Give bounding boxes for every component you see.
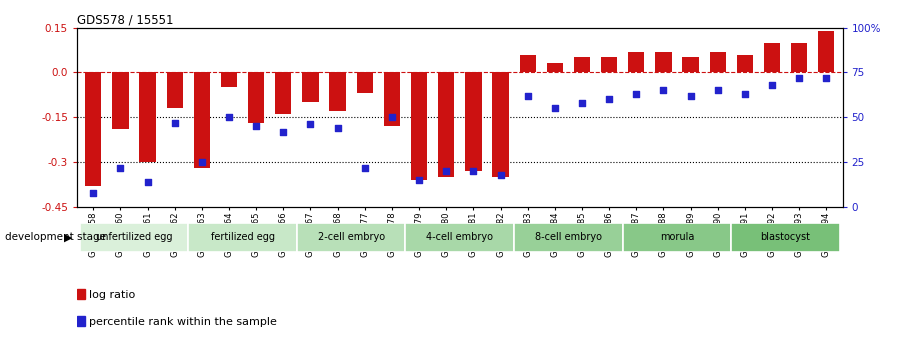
Point xyxy=(737,91,752,97)
Bar xyxy=(737,55,753,72)
Text: fertilized egg: fertilized egg xyxy=(210,232,275,242)
Point xyxy=(493,172,507,177)
Point xyxy=(358,165,372,170)
Point xyxy=(819,75,834,81)
Text: unfertilized egg: unfertilized egg xyxy=(96,232,172,242)
Point xyxy=(412,177,427,183)
Point xyxy=(574,100,589,106)
Bar xyxy=(573,58,590,72)
Bar xyxy=(709,51,726,72)
Bar xyxy=(188,223,297,252)
Bar xyxy=(655,51,671,72)
Bar xyxy=(112,72,129,129)
Bar xyxy=(384,72,400,126)
Bar xyxy=(411,72,428,180)
Text: percentile rank within the sample: percentile rank within the sample xyxy=(90,317,277,327)
Point xyxy=(222,115,236,120)
Bar xyxy=(303,72,319,102)
Bar xyxy=(492,72,508,177)
Point xyxy=(168,120,182,126)
Point xyxy=(547,106,562,111)
Bar xyxy=(764,42,780,72)
Bar xyxy=(546,63,563,72)
Bar xyxy=(357,72,373,93)
Bar xyxy=(248,72,265,123)
Bar xyxy=(622,223,731,252)
Bar xyxy=(601,58,617,72)
Bar xyxy=(167,72,183,108)
Point xyxy=(520,93,535,99)
Point xyxy=(792,75,806,81)
Bar xyxy=(297,223,406,252)
Bar xyxy=(140,72,156,162)
Bar xyxy=(818,31,834,72)
Bar xyxy=(77,289,85,299)
Point xyxy=(304,122,318,127)
Text: 8-cell embryo: 8-cell embryo xyxy=(535,232,602,242)
Point xyxy=(683,93,698,99)
Bar xyxy=(80,223,188,252)
Point xyxy=(765,82,779,88)
Bar xyxy=(465,72,481,171)
Bar xyxy=(221,72,237,87)
Bar xyxy=(194,72,210,168)
Point xyxy=(602,97,616,102)
Text: 4-cell embryo: 4-cell embryo xyxy=(427,232,493,242)
Bar xyxy=(85,72,101,186)
Bar xyxy=(275,72,292,114)
Point xyxy=(629,91,643,97)
Bar xyxy=(439,72,455,177)
Point xyxy=(249,124,264,129)
Point xyxy=(140,179,155,185)
Point xyxy=(466,168,480,174)
Bar xyxy=(77,316,85,326)
Bar xyxy=(682,58,699,72)
Point xyxy=(385,115,400,120)
Bar xyxy=(514,223,622,252)
Text: 2-cell embryo: 2-cell embryo xyxy=(318,232,385,242)
Point xyxy=(276,129,291,135)
Point xyxy=(439,168,454,174)
Point xyxy=(195,159,209,165)
Bar xyxy=(406,223,514,252)
Text: development stage: development stage xyxy=(5,232,105,242)
Bar xyxy=(731,223,840,252)
Point xyxy=(710,88,725,93)
Bar xyxy=(791,42,807,72)
Point xyxy=(113,165,128,170)
Bar xyxy=(519,55,535,72)
Text: blastocyst: blastocyst xyxy=(760,232,811,242)
Text: GDS578 / 15551: GDS578 / 15551 xyxy=(77,13,174,27)
Point xyxy=(656,88,670,93)
Text: morula: morula xyxy=(660,232,694,242)
Point xyxy=(331,125,345,131)
Bar xyxy=(628,51,644,72)
Point xyxy=(86,190,101,195)
Text: log ratio: log ratio xyxy=(90,290,136,300)
Text: ▶: ▶ xyxy=(64,232,72,242)
Bar xyxy=(330,72,346,111)
